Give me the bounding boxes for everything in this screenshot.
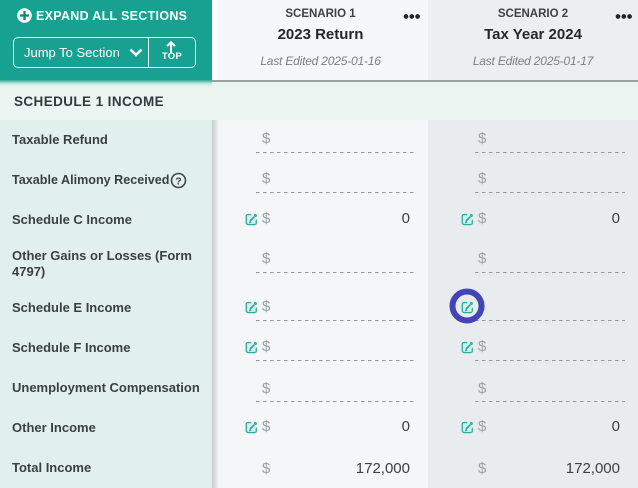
svg-text:?: ?	[176, 175, 182, 187]
